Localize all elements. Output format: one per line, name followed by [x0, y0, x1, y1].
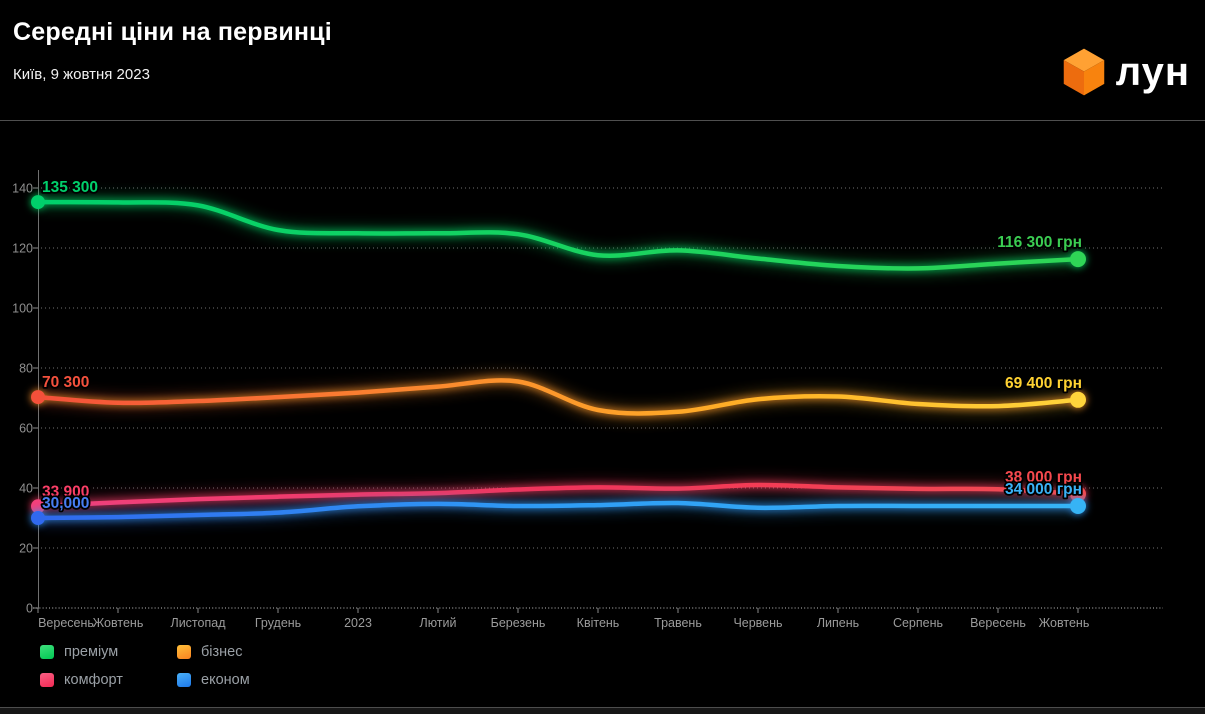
cube-icon	[1063, 48, 1104, 96]
brand-name: лун	[1115, 50, 1190, 94]
footer-divider	[0, 707, 1205, 708]
legend-swatch-premium	[40, 644, 54, 659]
header: Середні ціни на первинці Київ, 9 жовтня …	[0, 0, 1205, 120]
svg-text:20: 20	[19, 542, 33, 556]
svg-text:Жовтень: Жовтень	[93, 616, 144, 630]
svg-text:34 000 грн: 34 000 грн	[1005, 481, 1082, 498]
legend-item-econom: економ	[177, 671, 250, 688]
svg-text:140: 140	[12, 182, 33, 196]
line-chart: 0 20 40 60 80 100 120 140 Вересень Жовтень Листопа…	[0, 120, 1205, 640]
svg-text:Липень: Липень	[817, 616, 859, 630]
legend-label-econom: економ	[201, 671, 250, 688]
page-subtitle: Київ, 9 жовтня 2023	[13, 66, 150, 83]
legend-label-comfort: комфорт	[64, 671, 123, 688]
page-title: Середні ціни на первинці	[13, 18, 332, 46]
svg-text:Жовтень: Жовтень	[1039, 616, 1090, 630]
legend-swatch-comfort	[40, 672, 54, 687]
svg-text:Квітень: Квітень	[577, 616, 620, 630]
svg-text:Вересень: Вересень	[38, 616, 94, 630]
legend-swatch-econom	[177, 672, 191, 687]
svg-text:70 300: 70 300	[42, 374, 89, 391]
legend-label-premium: преміум	[64, 643, 119, 660]
legend-item-premium: преміум	[40, 643, 177, 660]
legend-item-business: бізнес	[177, 643, 250, 660]
svg-text:135 300: 135 300	[42, 179, 98, 196]
svg-text:120: 120	[12, 242, 33, 256]
legend-label-business: бізнес	[201, 643, 243, 660]
svg-text:Листопад: Листопад	[171, 616, 227, 630]
footer-strip	[0, 708, 1205, 714]
svg-text:30,000: 30,000	[42, 495, 89, 512]
svg-text:100: 100	[12, 302, 33, 316]
svg-text:0: 0	[26, 602, 33, 616]
svg-text:33 900: 33 900	[42, 483, 89, 500]
header-divider	[0, 120, 1205, 121]
svg-text:Серпень: Серпень	[893, 616, 943, 630]
svg-text:60: 60	[19, 422, 33, 436]
svg-text:Березень: Березень	[491, 616, 546, 630]
chart-legend: преміум бізнес комфорт економ	[40, 643, 250, 688]
svg-text:Травень: Травень	[654, 616, 702, 630]
brand-logo: лун	[1062, 46, 1190, 98]
svg-text:Лютий: Лютий	[420, 616, 457, 630]
svg-text:80: 80	[19, 362, 33, 376]
svg-text:116 300 грн: 116 300 грн	[997, 234, 1082, 251]
svg-text:38 000 грн: 38 000 грн	[1005, 469, 1082, 486]
legend-item-comfort: комфорт	[40, 671, 177, 688]
svg-text:2023: 2023	[344, 616, 372, 630]
svg-text:69 400 грн: 69 400 грн	[1005, 375, 1082, 392]
svg-text:Вересень: Вересень	[970, 616, 1026, 630]
svg-text:40: 40	[19, 482, 33, 496]
svg-text:Червень: Червень	[733, 616, 782, 630]
legend-swatch-business	[177, 644, 191, 659]
svg-text:Грудень: Грудень	[255, 616, 301, 630]
